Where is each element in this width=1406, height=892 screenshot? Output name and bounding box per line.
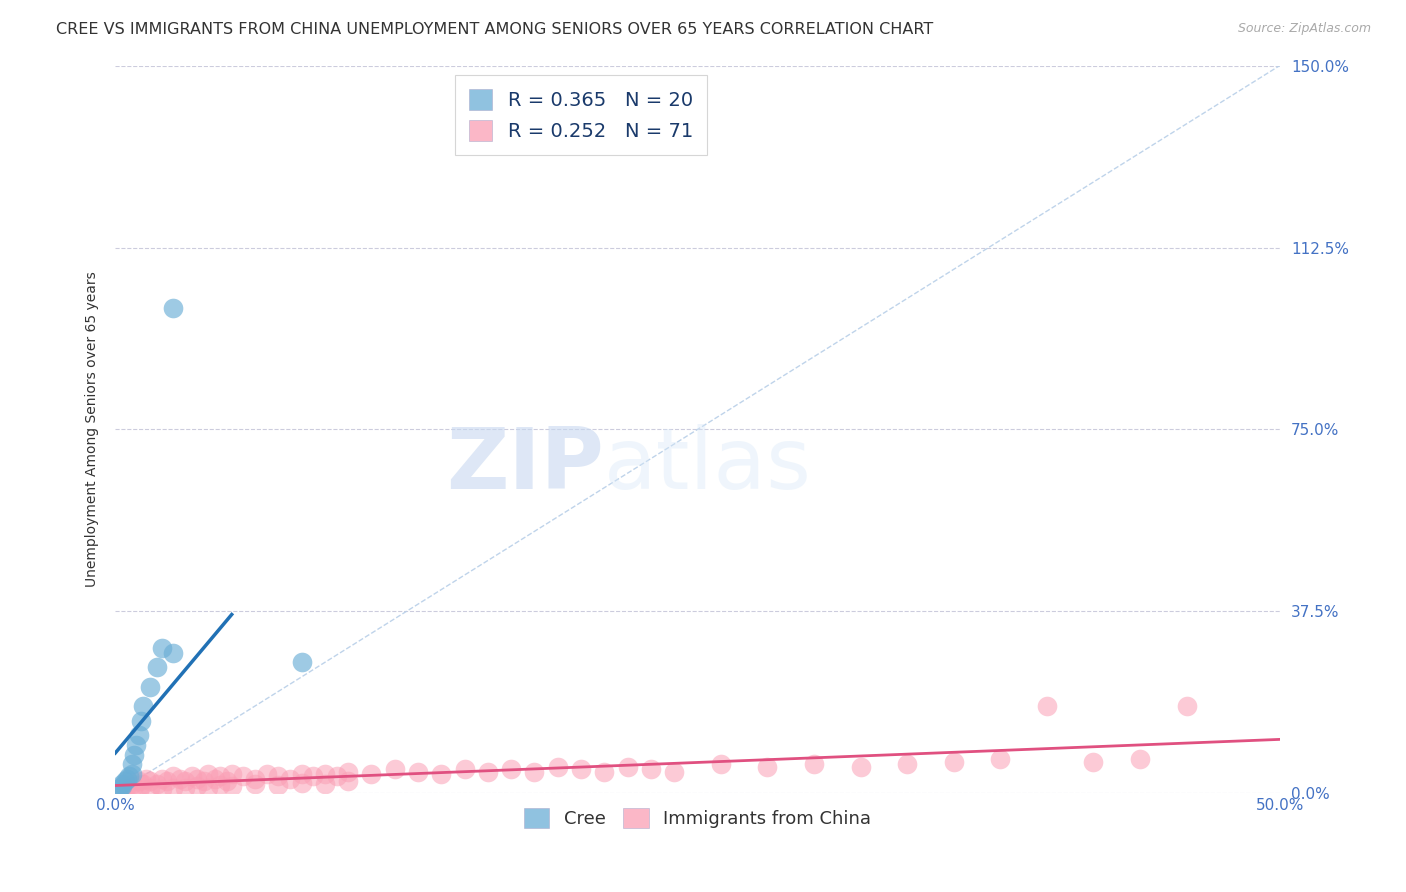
Point — [150, 782, 173, 797]
Point — [337, 764, 360, 779]
Point — [125, 738, 148, 752]
Point — [150, 640, 173, 655]
Point — [121, 767, 143, 781]
Text: atlas: atlas — [605, 425, 813, 508]
Point — [132, 777, 155, 791]
Point — [290, 775, 312, 789]
Point — [569, 762, 592, 776]
Point — [325, 769, 347, 783]
Point — [1175, 699, 1198, 714]
Point — [477, 764, 499, 779]
Point — [107, 784, 129, 798]
Point — [640, 762, 662, 776]
Point — [139, 774, 162, 789]
Point — [616, 759, 638, 773]
Point — [314, 777, 336, 791]
Point — [302, 769, 325, 783]
Point — [135, 772, 157, 786]
Point — [849, 759, 872, 773]
Point — [278, 772, 301, 786]
Point — [162, 769, 184, 783]
Point — [1129, 752, 1152, 766]
Point — [162, 646, 184, 660]
Point — [197, 780, 219, 795]
Point — [118, 769, 141, 783]
Point — [896, 757, 918, 772]
Point — [139, 781, 162, 796]
Text: Source: ZipAtlas.com: Source: ZipAtlas.com — [1237, 22, 1371, 36]
Point — [155, 774, 177, 789]
Point — [132, 699, 155, 714]
Y-axis label: Unemployment Among Seniors over 65 years: Unemployment Among Seniors over 65 years — [86, 271, 100, 587]
Point — [146, 660, 169, 674]
Point — [174, 774, 197, 789]
Point — [593, 764, 616, 779]
Point — [314, 767, 336, 781]
Point — [108, 781, 131, 796]
Point — [121, 757, 143, 772]
Point — [803, 757, 825, 772]
Point — [523, 764, 546, 779]
Point — [115, 779, 138, 793]
Point — [406, 764, 429, 779]
Point — [664, 764, 686, 779]
Legend: Cree, Immigrants from China: Cree, Immigrants from China — [516, 801, 879, 835]
Point — [756, 759, 779, 773]
Point — [162, 780, 184, 795]
Point — [360, 767, 382, 781]
Point — [1036, 699, 1059, 714]
Point — [453, 762, 475, 776]
Point — [256, 767, 278, 781]
Point — [710, 757, 733, 772]
Point — [115, 772, 138, 786]
Point — [232, 769, 254, 783]
Point — [139, 680, 162, 694]
Point — [209, 769, 232, 783]
Point — [501, 762, 523, 776]
Point — [221, 779, 243, 793]
Point — [128, 774, 150, 789]
Point — [215, 774, 238, 789]
Point — [128, 728, 150, 742]
Point — [186, 779, 208, 793]
Text: ZIP: ZIP — [447, 425, 605, 508]
Point — [290, 656, 312, 670]
Point — [197, 767, 219, 781]
Point — [121, 777, 143, 791]
Point — [111, 779, 134, 793]
Point — [114, 774, 136, 789]
Point — [186, 772, 208, 786]
Point — [193, 774, 215, 789]
Point — [221, 767, 243, 781]
Point — [430, 767, 453, 781]
Point — [547, 759, 569, 773]
Point — [384, 762, 406, 776]
Point — [162, 301, 184, 315]
Point — [243, 777, 266, 791]
Point — [174, 781, 197, 796]
Point — [209, 778, 232, 792]
Point — [1083, 755, 1105, 769]
Text: CREE VS IMMIGRANTS FROM CHINA UNEMPLOYMENT AMONG SENIORS OVER 65 YEARS CORRELATI: CREE VS IMMIGRANTS FROM CHINA UNEMPLOYME… — [56, 22, 934, 37]
Point — [169, 772, 191, 786]
Point — [337, 774, 360, 789]
Point — [243, 772, 266, 786]
Point — [129, 714, 152, 728]
Point — [111, 781, 134, 796]
Point — [988, 752, 1011, 766]
Point — [122, 779, 145, 793]
Point — [150, 772, 173, 786]
Point — [181, 769, 204, 783]
Point — [290, 767, 312, 781]
Point — [204, 772, 226, 786]
Point — [146, 777, 169, 791]
Point — [111, 777, 134, 791]
Point — [267, 778, 290, 792]
Point — [122, 747, 145, 762]
Point — [128, 784, 150, 798]
Point — [942, 755, 965, 769]
Point — [267, 769, 290, 783]
